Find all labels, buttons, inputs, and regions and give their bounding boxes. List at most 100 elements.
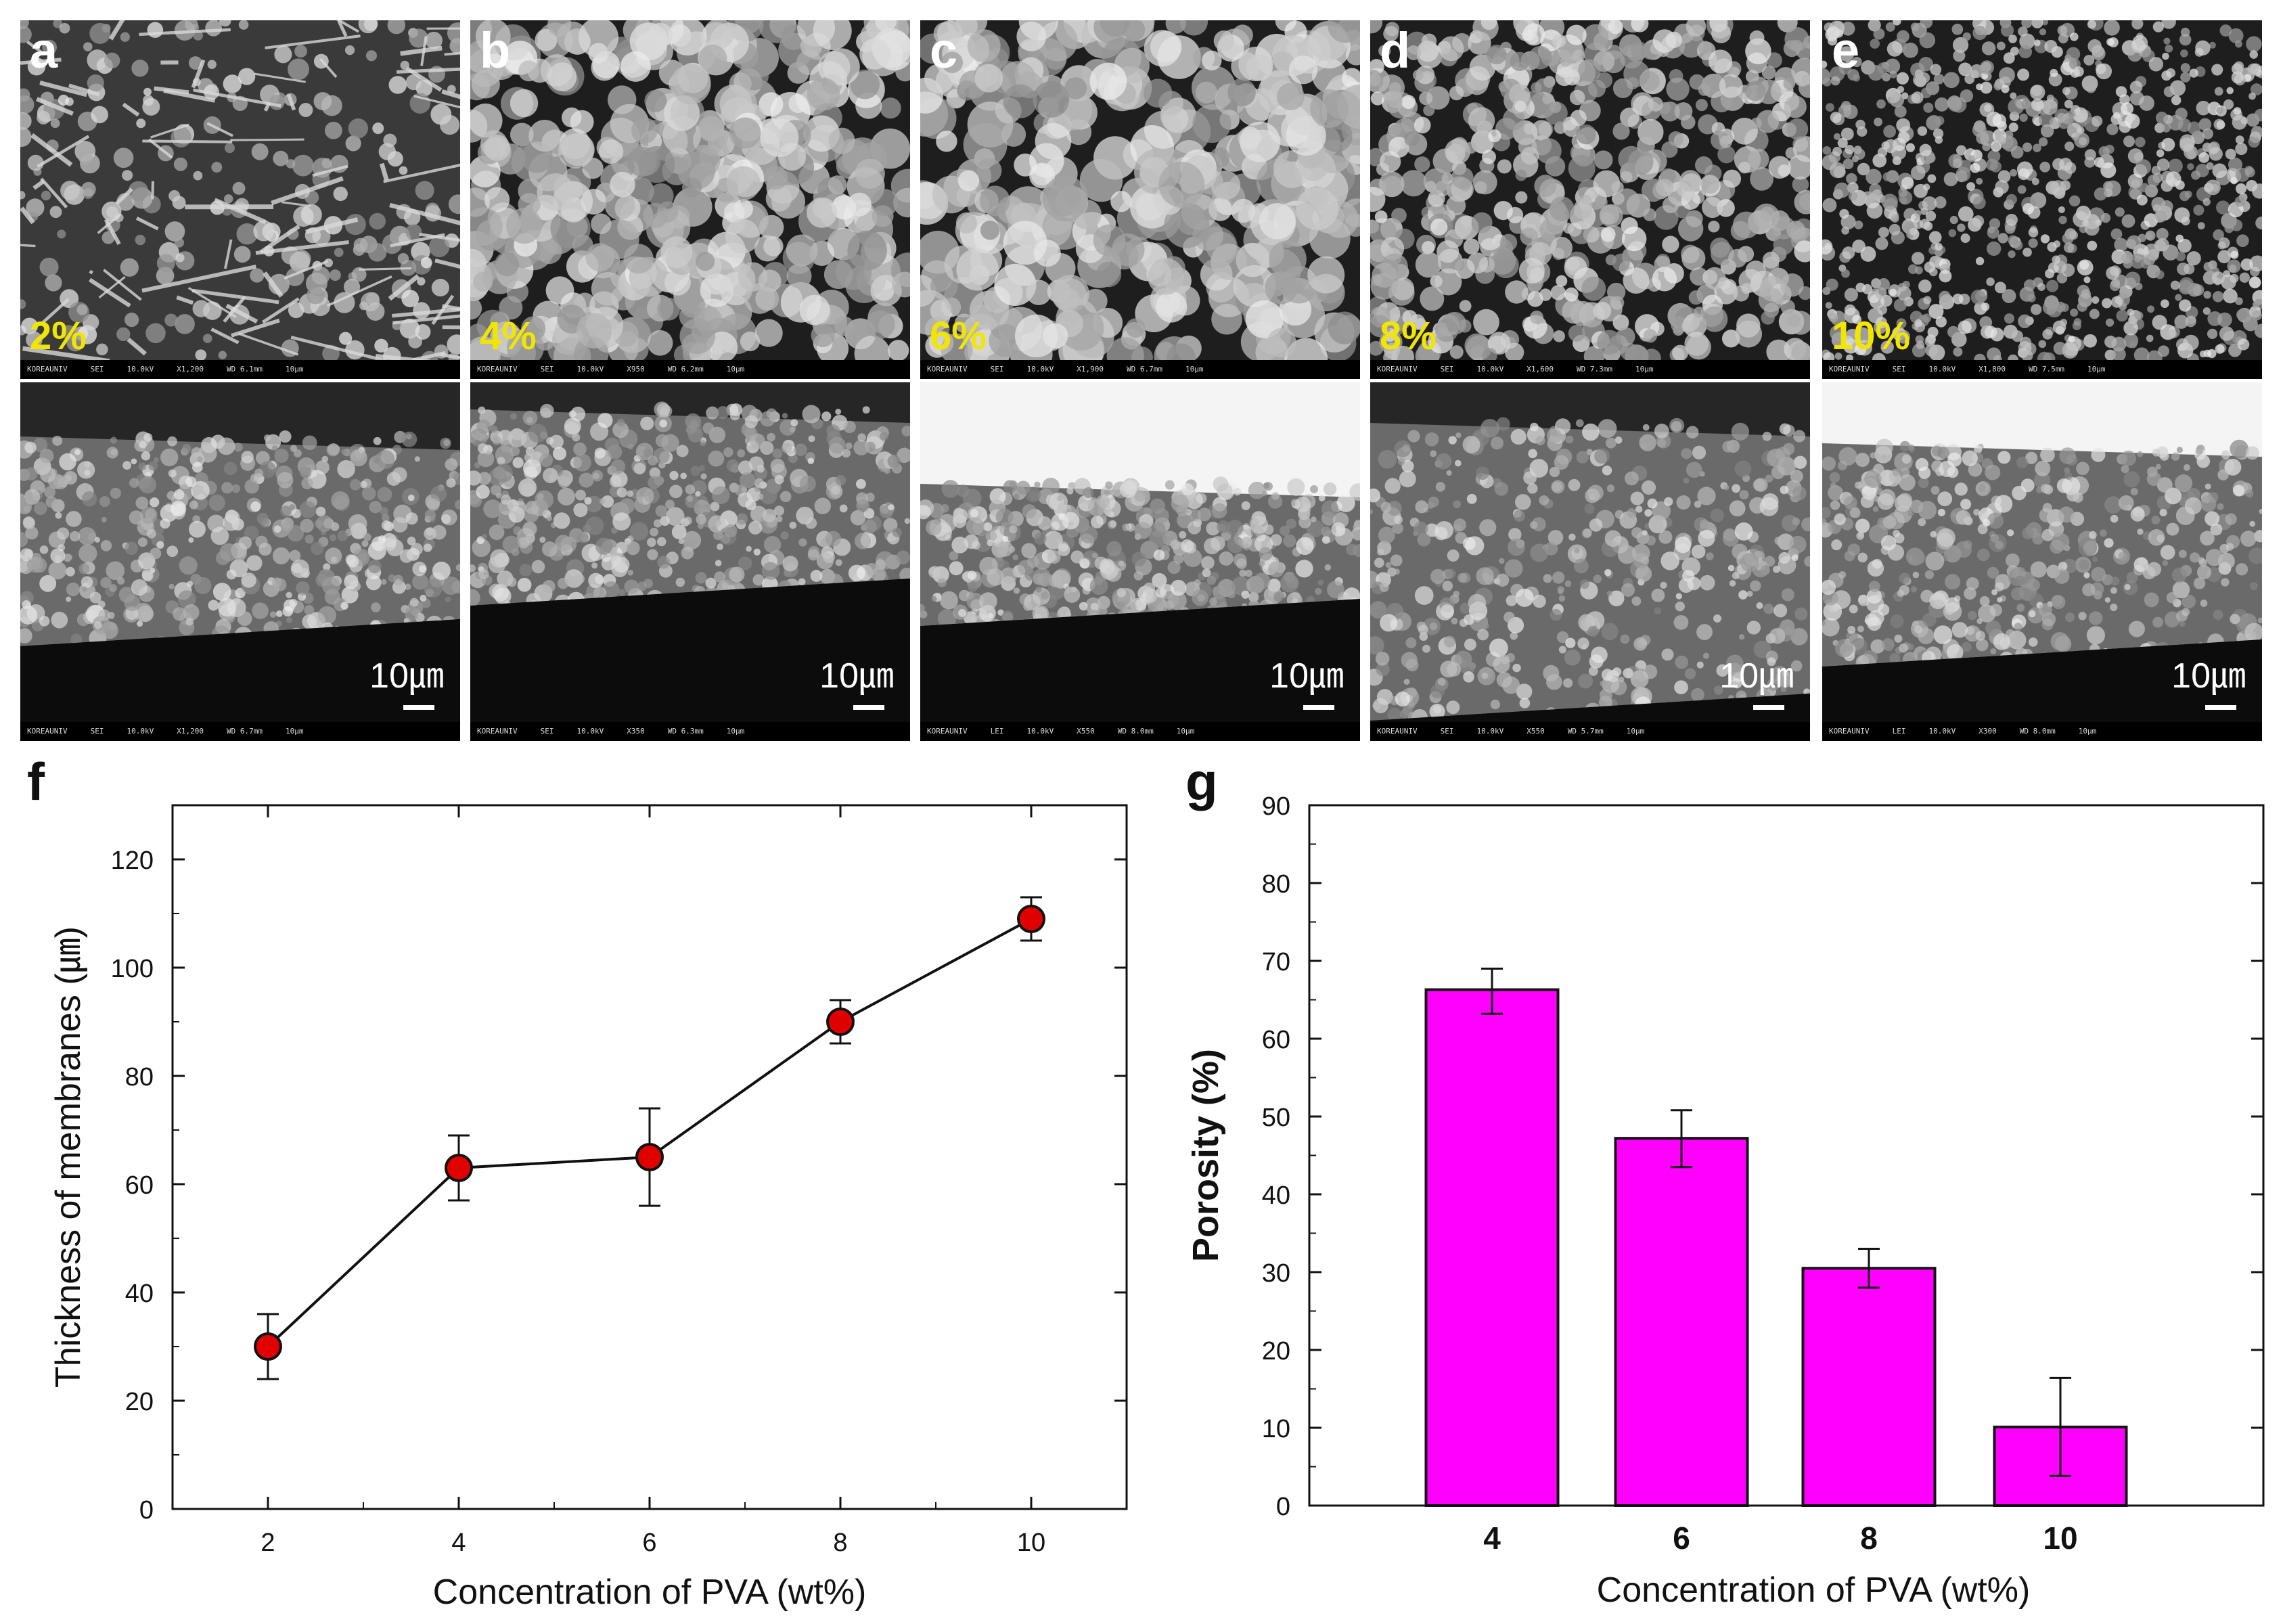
sem-particle bbox=[147, 22, 164, 39]
sem-cross-section-texture bbox=[920, 382, 1360, 722]
sem-particle bbox=[1582, 423, 1600, 441]
sem-particle bbox=[611, 527, 618, 534]
sem-particle bbox=[679, 318, 716, 355]
sem-particle bbox=[2202, 307, 2211, 315]
sem-particle bbox=[2010, 168, 2018, 177]
sem-particle bbox=[1593, 301, 1612, 320]
sem-particle bbox=[1473, 309, 1499, 336]
sem-particle bbox=[956, 248, 999, 291]
sem-particle bbox=[129, 510, 143, 525]
sem-fiber bbox=[30, 133, 73, 167]
sem-particle bbox=[66, 554, 73, 560]
sem-particle bbox=[1758, 287, 1784, 313]
sem-fiber bbox=[305, 217, 359, 235]
sem-particle bbox=[167, 436, 177, 447]
sem-particle bbox=[1083, 487, 1094, 499]
sem-particle bbox=[619, 498, 635, 514]
sem-particle bbox=[770, 458, 785, 473]
sem-particle bbox=[2102, 298, 2112, 309]
sem-particle bbox=[1105, 481, 1113, 489]
databar-field: 10μm bbox=[2087, 365, 2106, 374]
sem-particle bbox=[369, 212, 386, 230]
sem-particle bbox=[1370, 601, 1387, 619]
sem-particle bbox=[1471, 212, 1493, 233]
sem-particle bbox=[156, 541, 164, 549]
sem-particle bbox=[835, 475, 846, 486]
sem-particle bbox=[1523, 471, 1537, 485]
sem-particle bbox=[892, 187, 910, 218]
sem-particle bbox=[2104, 20, 2120, 36]
sem-particle bbox=[1607, 282, 1626, 302]
sem-particle bbox=[2030, 304, 2042, 315]
sem-particle bbox=[657, 556, 671, 569]
sem-particle bbox=[2074, 132, 2089, 148]
sem-particle bbox=[1644, 509, 1652, 517]
sem-particle bbox=[1872, 353, 1886, 360]
sem-particle bbox=[1248, 481, 1266, 499]
sem-particle bbox=[399, 166, 408, 175]
sem-particle bbox=[1694, 307, 1705, 318]
sem-particle bbox=[2110, 296, 2123, 308]
sem-particle bbox=[1424, 432, 1439, 447]
sem-particle bbox=[2008, 35, 2017, 43]
sem-particle bbox=[1696, 661, 1704, 669]
sem-particle bbox=[2022, 247, 2032, 257]
sem-particle bbox=[1014, 314, 1058, 358]
sem-particle bbox=[1852, 74, 1861, 82]
sem-particle bbox=[1568, 325, 1585, 342]
sem-particle bbox=[2073, 318, 2082, 326]
sem-particle bbox=[1388, 137, 1409, 158]
sem-particle bbox=[2239, 272, 2250, 283]
sem-particle bbox=[564, 418, 581, 435]
sem-particle bbox=[193, 171, 203, 181]
sem-particle bbox=[531, 560, 545, 574]
sem-fiber bbox=[337, 20, 348, 37]
sem-particle bbox=[1766, 339, 1791, 360]
sem-particle bbox=[1001, 610, 1014, 623]
sem-particle bbox=[1010, 480, 1018, 489]
sem-particle bbox=[664, 269, 691, 296]
sem-particle bbox=[647, 549, 658, 560]
sem-particle bbox=[50, 118, 60, 129]
sem-particle bbox=[1834, 352, 1843, 360]
sem-particle bbox=[315, 506, 326, 517]
sem-particle bbox=[78, 150, 93, 165]
sem-particle bbox=[577, 532, 589, 543]
sem-particle bbox=[578, 20, 619, 58]
sem-particle bbox=[1847, 182, 1859, 194]
sem-particle bbox=[2083, 54, 2095, 66]
sem-particle bbox=[1993, 81, 2003, 91]
sem-particle bbox=[1236, 558, 1247, 569]
sem-particle bbox=[979, 185, 1010, 217]
databar-field: 10μm bbox=[1176, 727, 1195, 736]
sem-particle bbox=[208, 600, 219, 611]
sem-particle bbox=[2137, 451, 2144, 457]
sem-particle bbox=[2216, 200, 2230, 215]
sem-surface-image: b 4% KOREAUNIV SEI 10.0kV X950 WD 6.2mm 10μm bbox=[470, 20, 910, 379]
sem-particle bbox=[1468, 593, 1487, 612]
sem-particle bbox=[1698, 83, 1711, 96]
sem-particle bbox=[774, 474, 784, 484]
sem-particle bbox=[2148, 57, 2164, 72]
databar-field: 10μm bbox=[1626, 727, 1645, 736]
sem-particle bbox=[333, 186, 348, 202]
sem-particle bbox=[1956, 145, 1967, 156]
sem-particle bbox=[1131, 551, 1147, 566]
sem-particle bbox=[1156, 587, 1167, 598]
sem-particle bbox=[1699, 519, 1709, 529]
sem-particle bbox=[1912, 252, 1925, 265]
sem-particle bbox=[1342, 198, 1360, 227]
sem-particle bbox=[1643, 329, 1658, 343]
sem-particle bbox=[789, 522, 797, 529]
sem-particle bbox=[1852, 315, 1862, 324]
sem-particle bbox=[1870, 639, 1885, 654]
sem-particle bbox=[2135, 159, 2152, 175]
sem-particle bbox=[337, 531, 348, 541]
sem-particle bbox=[2160, 299, 2169, 309]
sem-fiber bbox=[375, 354, 430, 360]
sem-particle bbox=[859, 38, 891, 70]
sem-particle bbox=[1505, 280, 1529, 304]
sem-particle bbox=[1503, 108, 1525, 131]
sem-particle bbox=[1933, 73, 1945, 85]
sem-particle bbox=[1771, 465, 1785, 480]
